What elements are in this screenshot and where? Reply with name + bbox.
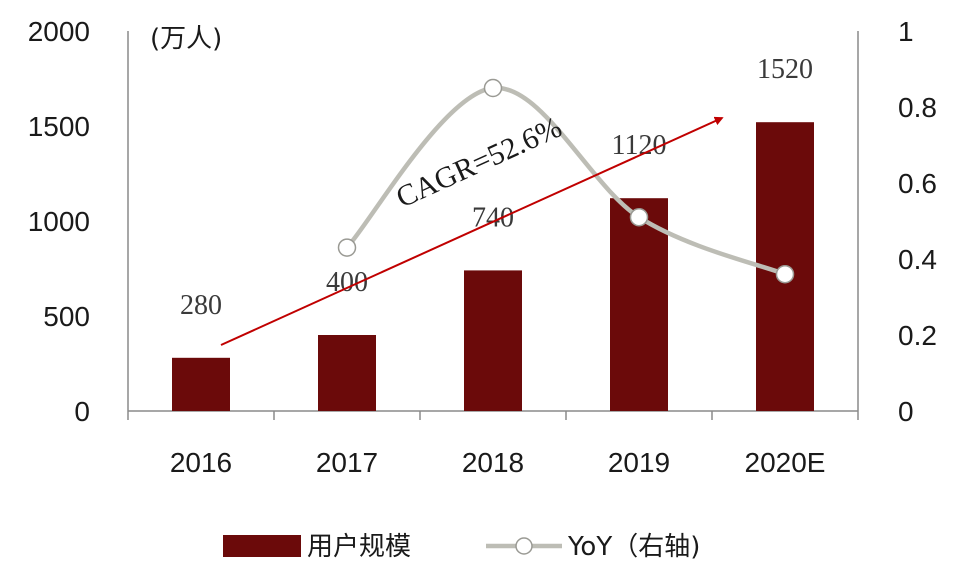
left-tick-label: 500 <box>43 301 90 332</box>
left-axis-unit: (万人) <box>150 24 222 54</box>
yoy-point <box>483 78 503 98</box>
bar-data-label: 400 <box>326 267 368 298</box>
right-tick-label: 0.6 <box>898 168 937 199</box>
x-axis-labels: 2016 2017 2018 2019 2020E <box>170 447 826 478</box>
bar-data-label: 1520 <box>757 54 813 85</box>
left-axis-ticks: 0 500 1000 1500 2000 <box>28 16 90 427</box>
cagr-arrow <box>220 116 724 346</box>
right-tick-label: 0.4 <box>898 244 937 275</box>
yoy-point <box>337 238 357 257</box>
bar <box>318 335 376 411</box>
left-tick-label: 2000 <box>28 16 90 47</box>
legend-bar-label: 用户规模 <box>307 532 411 562</box>
bar <box>464 270 522 411</box>
x-category-label: 2016 <box>170 447 232 478</box>
bar <box>172 357 230 411</box>
right-tick-label: 1 <box>898 16 914 47</box>
x-category-label: 2018 <box>462 447 524 478</box>
right-tick-label: 0.2 <box>898 320 937 351</box>
right-tick-label: 0.8 <box>898 92 937 123</box>
left-tick-label: 1500 <box>28 111 90 142</box>
x-tick-marks <box>127 411 859 420</box>
legend-bar-swatch <box>223 535 301 557</box>
x-category-label: 2020E <box>745 447 826 478</box>
yoy-point <box>629 207 649 227</box>
yoy-line <box>344 85 788 277</box>
cagr-annotation: CAGR=52.6% <box>391 111 566 215</box>
x-category-label: 2017 <box>316 447 378 478</box>
legend-line-label: YoY（右轴) <box>567 532 700 562</box>
bar-data-label: 280 <box>180 290 222 321</box>
legend-line-marker <box>515 537 533 555</box>
left-tick-label: 1000 <box>28 206 90 237</box>
x-category-label: 2019 <box>608 447 670 478</box>
left-tick-label: 0 <box>74 396 90 427</box>
right-axis-ticks: 0 0.2 0.4 0.6 0.8 1 <box>898 16 937 427</box>
bar <box>610 198 668 411</box>
yoy-point <box>775 264 795 284</box>
yoy-markers <box>337 78 795 284</box>
legend: 用户规模 YoY（右轴) <box>223 532 700 562</box>
right-tick-label: 0 <box>898 396 914 427</box>
